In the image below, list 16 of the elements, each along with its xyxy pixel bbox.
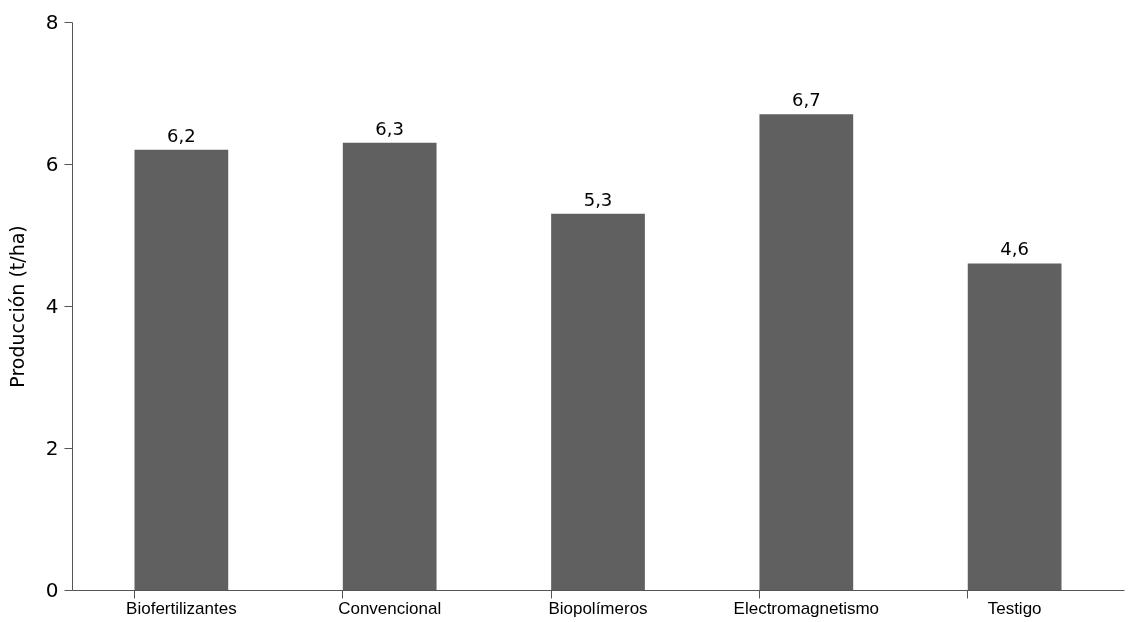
- data-label: 5,3: [583, 188, 613, 210]
- y-tick-label: 6: [45, 151, 59, 176]
- y-tick-label: 4: [45, 293, 59, 318]
- y-tick-label: 8: [45, 9, 59, 34]
- data-label: 6,7: [792, 89, 821, 111]
- data-label: 6,3: [375, 117, 404, 139]
- x-tick-label: Convencional: [338, 598, 442, 618]
- x-tick-label: Biofertilizantes: [126, 598, 237, 618]
- y-axis-title: Producción (t/ha): [5, 225, 28, 388]
- x-tick-label: Testigo: [987, 598, 1042, 618]
- y-tick-label: 0: [45, 577, 59, 602]
- x-tick-label: Electromagnetismo: [733, 598, 880, 618]
- y-tick-label: 2: [45, 435, 59, 460]
- x-tick-label: Biopolímeros: [548, 598, 648, 618]
- data-label: 4,6: [1000, 238, 1029, 260]
- data-label: 6,2: [167, 124, 196, 146]
